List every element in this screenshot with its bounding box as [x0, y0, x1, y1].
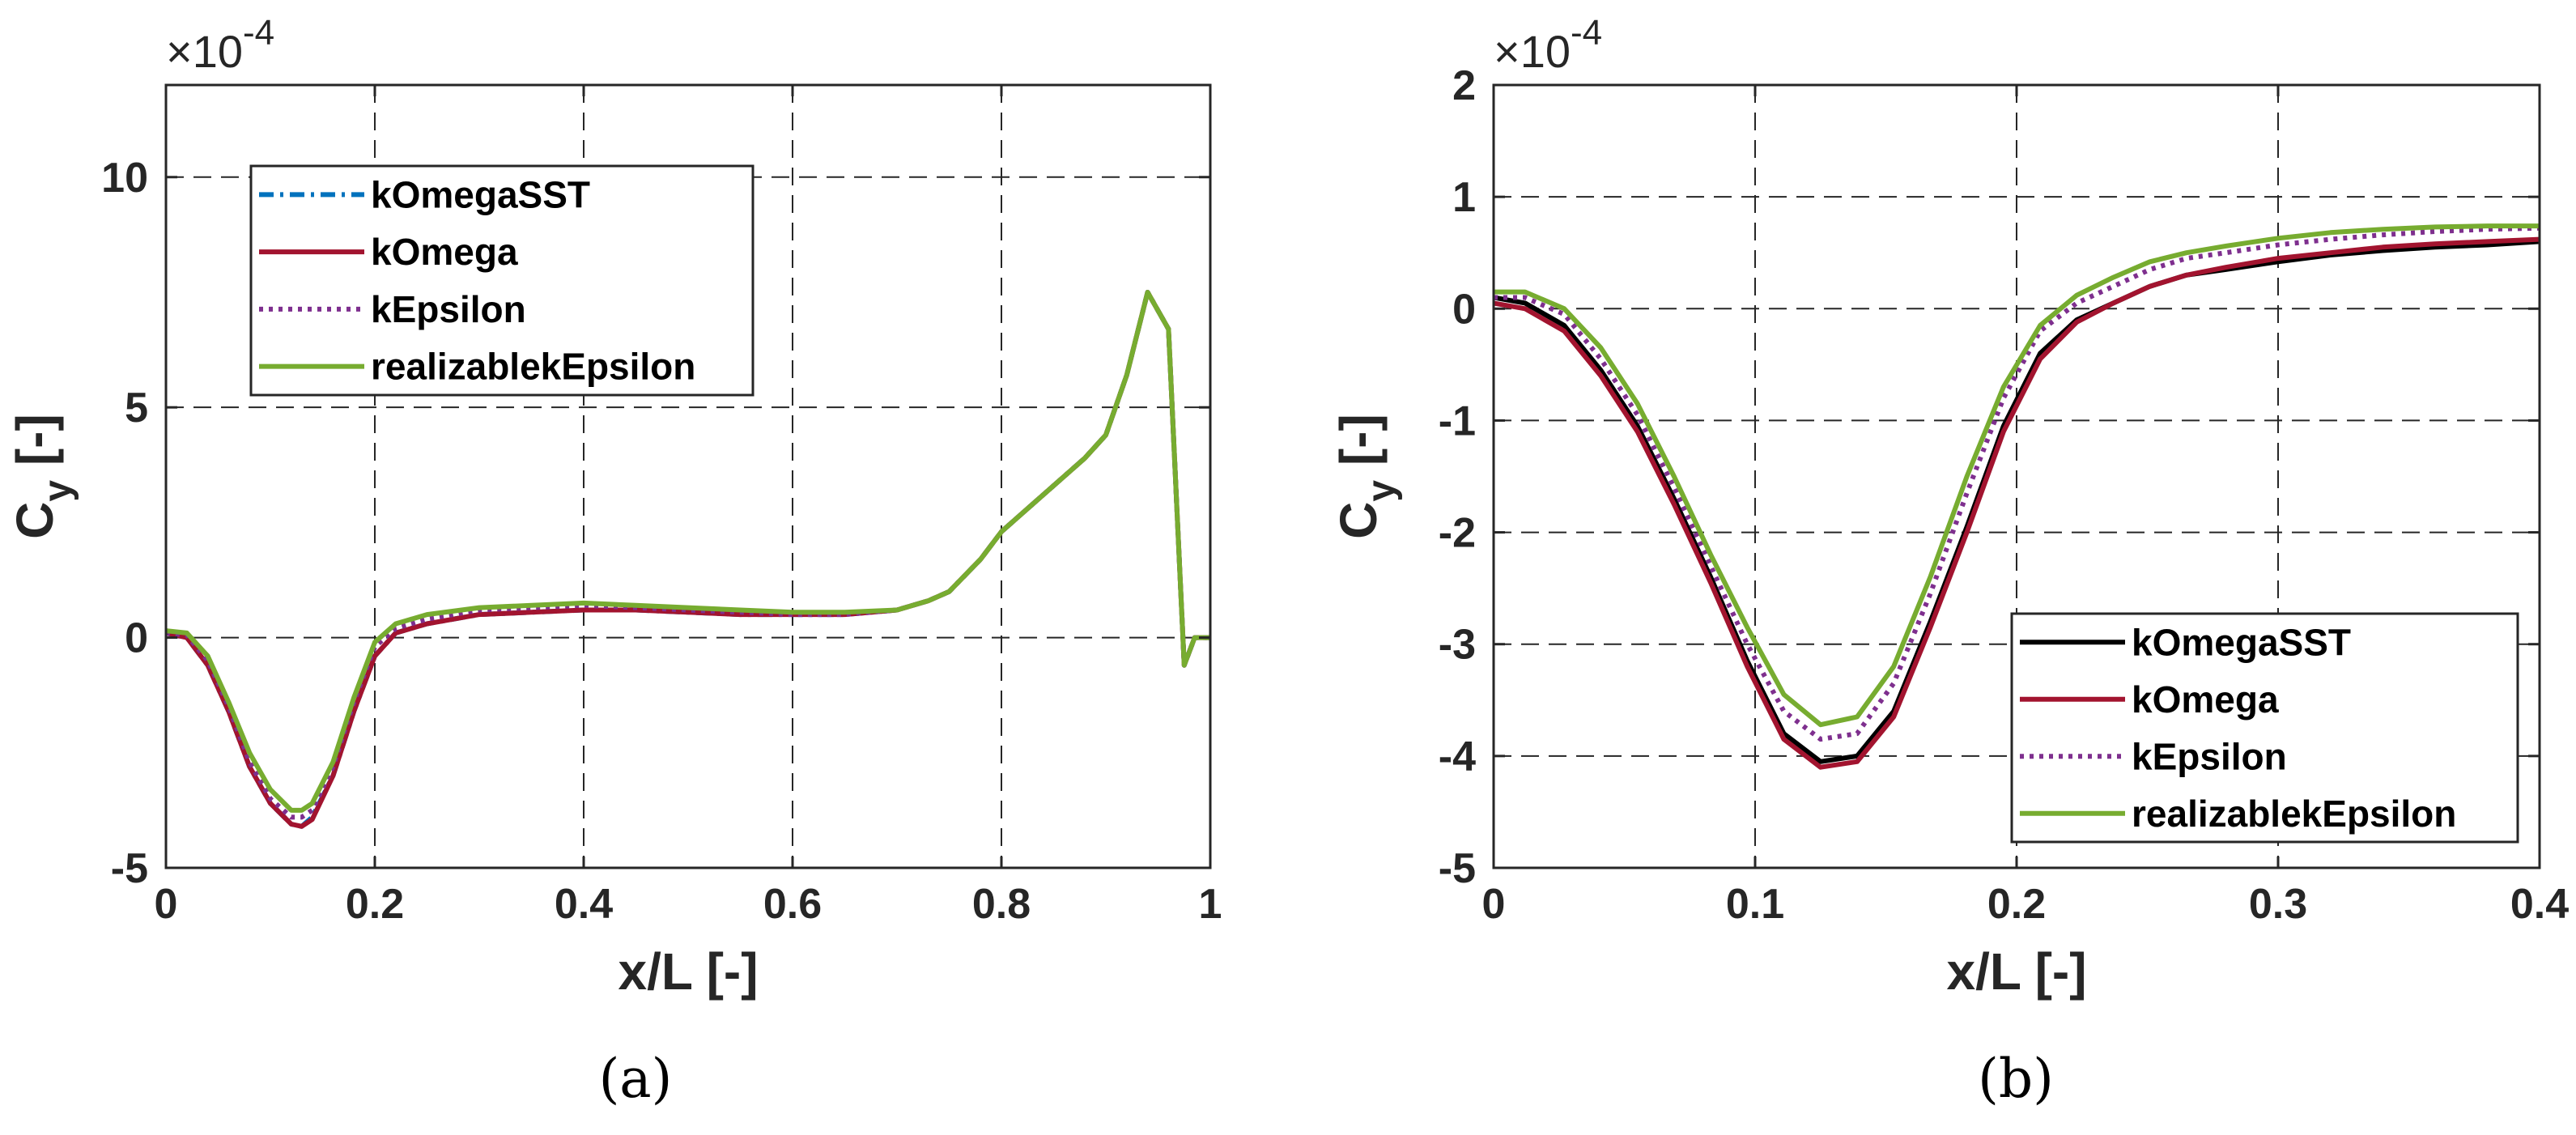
x-tick-label: 0.6 [763, 881, 822, 928]
x-tick-label: 0.3 [2249, 881, 2307, 928]
series-line-realizablekEpsilon [166, 290, 1210, 813]
y-tick-label: -5 [111, 845, 148, 892]
axes-box [164, 83, 1212, 869]
x-tick-label: 0.4 [555, 881, 613, 928]
series-line-kEpsilon [166, 290, 1210, 820]
legend-entry-kOmega: kOmega [2132, 678, 2279, 721]
x-tick-label: 0 [155, 881, 178, 928]
y-tick-label: -1 [1439, 397, 1476, 444]
y-tick-label: -3 [1439, 622, 1476, 669]
legend-entry-realizablekEpsilon: realizablekEpsilon [2132, 793, 2456, 835]
legend-entry-kOmegaSST: kOmegaSST [371, 173, 590, 215]
y-axis-label: Cy [-] [6, 414, 79, 539]
chart-panel-b: 0 0.1 0.2 0.3 0.4 -5 -4 -3 -2 -1 0 1 2 ×10-4 x/L [-] Cy… [1329, 13, 2569, 1110]
x-axis-label: x/L [-] [618, 942, 758, 1001]
panel-caption: (a) [599, 1048, 673, 1110]
legend-entry-kOmegaSST: kOmegaSST [2132, 621, 2351, 663]
y-tick-label: 1 [1452, 174, 1476, 221]
legend: kOmegaSST kOmega kEpsilon realizablekEpsilo… [2010, 612, 2519, 844]
series-line-realizablekEpsilon [1494, 223, 2540, 728]
y-tick-label: -4 [1439, 733, 1476, 780]
x-tick-label: 0.2 [1987, 881, 2046, 928]
legend-entry-kOmega: kOmega [371, 231, 518, 273]
axis-exponent: ×10-4 [166, 13, 274, 77]
x-tick-label: 0.1 [1726, 881, 1784, 928]
x-tick-label: 0.2 [346, 881, 404, 928]
y-tick-label: 0 [125, 615, 148, 662]
grid [166, 85, 1210, 868]
y-tick-label: 2 [1452, 62, 1476, 109]
series-line-kEpsilon [1494, 225, 2540, 742]
y-tick-label: -5 [1439, 845, 1476, 892]
legend-box [249, 164, 755, 397]
x-tick-label: 0.8 [972, 881, 1031, 928]
y-tick-label: 0 [1452, 286, 1476, 333]
y-tick-label: -2 [1439, 510, 1476, 557]
series-line-kOmega [1494, 236, 2540, 770]
x-tick-label: 0.4 [2510, 881, 2569, 928]
y-axis-label: Cy [-] [1329, 414, 1403, 539]
x-tick-label: 0 [1482, 881, 1506, 928]
legend-entry-kEpsilon: kEpsilon [371, 288, 526, 330]
panel-caption: (b) [1978, 1048, 2054, 1110]
legend-entry-realizablekEpsilon: realizablekEpsilon [371, 346, 695, 388]
y-tick-label: 10 [101, 155, 148, 202]
axis-exponent: ×10-4 [1494, 13, 1602, 77]
x-axis-label: x/L [-] [1946, 942, 2086, 1001]
legend-entry-kEpsilon: kEpsilon [2132, 735, 2287, 777]
x-tick-label: 1 [1199, 881, 1222, 928]
y-tick-label: 5 [125, 385, 148, 431]
legend: kOmegaSST kOmega kEpsilon realizablekEpsilo… [249, 164, 755, 397]
legend-box [2010, 612, 2519, 844]
